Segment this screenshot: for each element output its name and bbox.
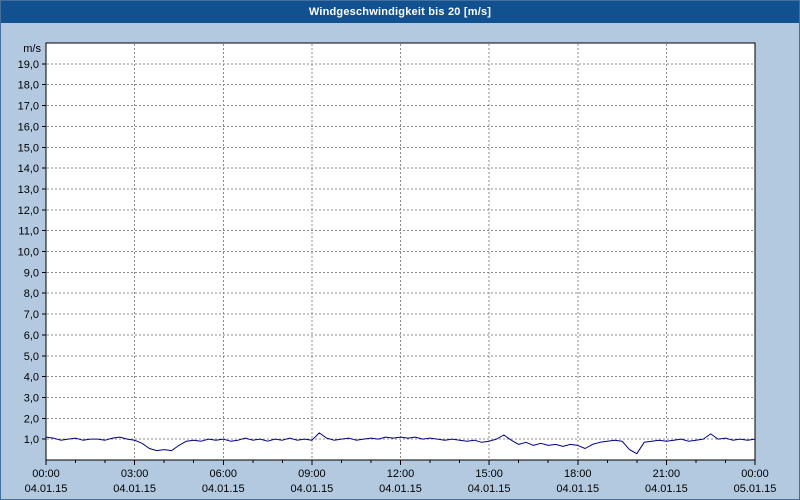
svg-text:4,0: 4,0 [24,372,39,384]
x-tick-date: 04.01.15 [202,483,245,495]
svg-text:8,0: 8,0 [24,288,39,300]
svg-text:12,0: 12,0 [18,205,39,217]
x-tick-date: 04.01.15 [379,483,422,495]
x-tick-time: 18:00 [564,468,592,480]
x-tick-date: 04.01.15 [468,483,511,495]
x-tick-time: 06:00 [209,468,237,480]
y-axis-unit: m/s [23,43,41,55]
svg-text:11,0: 11,0 [18,226,39,238]
svg-text:5,0: 5,0 [24,351,39,363]
gridlines [47,44,754,459]
svg-text:10,0: 10,0 [18,247,39,259]
x-tick-time: 03:00 [121,468,149,480]
svg-text:1,0: 1,0 [24,434,39,446]
svg-text:19,0: 19,0 [18,59,39,71]
x-tick-date: 05.01.15 [734,483,777,495]
x-tick-date: 04.01.15 [645,483,688,495]
svg-text:17,0: 17,0 [18,101,39,113]
x-tick-time: 15:00 [475,468,503,480]
x-tick-time: 21:00 [653,468,681,480]
chart-title: Windgeschwindigkeit bis 20 [m/s] [308,6,492,18]
x-tick-time: 12:00 [387,468,415,480]
x-tick-time: 09:00 [298,468,326,480]
svg-text:3,0: 3,0 [24,392,39,404]
x-tick-date: 04.01.15 [25,483,68,495]
svg-text:6,0: 6,0 [24,330,39,342]
wind-speed-line [45,432,756,455]
wind-speed-chart: 1,0 2,0 3,0 4,0 5,0 6,0 7,0 8,0 9,0 10,0 11,0 12,0 1… [18,42,777,495]
svg-text:9,0: 9,0 [24,267,39,279]
svg-text:13,0: 13,0 [18,184,39,196]
x-tick-date: 04.01.15 [290,483,333,495]
svg-text:14,0: 14,0 [18,163,39,175]
svg-text:7,0: 7,0 [24,309,39,321]
svg-text:18,0: 18,0 [18,80,39,92]
x-tick-date: 04.01.15 [113,483,156,495]
x-axis-labels: 00:00 04.01.15 03:00 04.01.15 06:00 04.01.15 0… [25,468,777,495]
svg-text:15,0: 15,0 [18,142,39,154]
svg-text:2,0: 2,0 [24,413,39,425]
x-tick-date: 04.01.15 [556,483,599,495]
axis-ticks [42,63,756,465]
y-axis-labels: 1,0 2,0 3,0 4,0 5,0 6,0 7,0 8,0 9,0 10,0 11,0 12,0 1… [18,59,39,446]
x-tick-time: 00:00 [32,468,60,480]
x-tick-time: 00:00 [741,468,769,480]
chart-title-bar: Windgeschwindigkeit bis 20 [m/s] [1,1,799,23]
svg-text:16,0: 16,0 [18,121,39,133]
